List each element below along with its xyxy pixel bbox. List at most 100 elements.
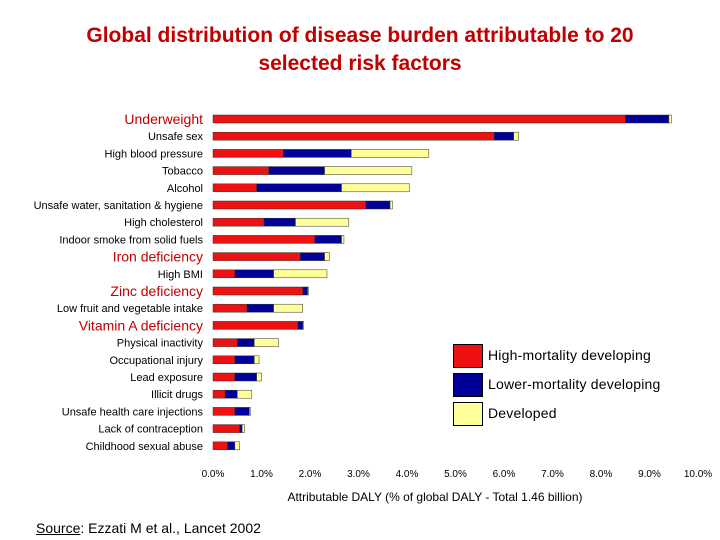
category-label-childhood-sexual-abuse: Childhood sexual abuse (86, 441, 203, 453)
bar-high-blood-pressure-high-mortality-developing (212, 149, 284, 158)
x-tick-label-8: 8.0% (590, 469, 613, 480)
bar-indoor-smoke-from-solid-fuels-developed (341, 235, 345, 244)
category-label-tobacco: Tobacco (162, 166, 203, 178)
bar-unsafe-water-sanitation-hygiene-lower-mortality-developing (365, 200, 391, 210)
bar-unsafe-health-care-injections-high-mortality-developing (212, 407, 236, 416)
x-tick-label-10: 10.0% (684, 469, 712, 480)
bar-tobacco-lower-mortality-developing (268, 166, 325, 175)
bar-lead-exposure-developed (256, 372, 262, 382)
x-tick-label-9: 9.0% (638, 469, 661, 480)
bar-high-blood-pressure-developed (350, 149, 430, 158)
legend-swatch-developed (453, 402, 483, 426)
category-label-unsafe-sex: Unsafe sex (148, 131, 204, 143)
bar-unsafe-sex-high-mortality-developing (212, 131, 495, 141)
bar-unsafe-sex-lower-mortality-developing (494, 131, 514, 141)
bar-illicit-drugs-high-mortality-developing (212, 389, 226, 399)
bar-occupational-injury-high-mortality-developing (212, 355, 236, 365)
bar-iron-deficiency-lower-mortality-developing (300, 252, 325, 261)
chart-title-line-1: Global distribution of disease burden at… (86, 24, 634, 47)
bar-lack-of-contraception-lower-mortality-developing (239, 424, 243, 433)
bar-lack-of-contraception-developed (241, 424, 245, 433)
bar-childhood-sexual-abuse-lower-mortality-developing (227, 441, 236, 451)
bar-vitamin-a-deficiency-developed (302, 321, 304, 330)
category-label-underweight: Underweight (124, 111, 203, 127)
bar-low-fruit-and-vegetable-intake-developed (273, 303, 303, 313)
category-label-unsafe-health-care-injections: Unsafe health care injections (62, 406, 204, 418)
x-axis-label: Attributable DALY (% of global DALY - To… (287, 490, 583, 504)
x-tick-label-5: 5.0% (444, 469, 467, 480)
bar-childhood-sexual-abuse-high-mortality-developing (212, 441, 228, 451)
bar-high-bmi-lower-mortality-developing (234, 269, 274, 279)
bar-vitamin-a-deficiency-high-mortality-developing (212, 321, 299, 330)
category-label-lack-of-contraception: Lack of contraception (98, 424, 203, 436)
bar-tobacco-high-mortality-developing (212, 166, 270, 175)
bar-occupational-injury-developed (253, 355, 260, 365)
bar-alcohol-high-mortality-developing (212, 183, 257, 193)
bar-childhood-sexual-abuse-developed (234, 441, 240, 451)
bar-unsafe-water-sanitation-hygiene-high-mortality-developing (212, 200, 367, 210)
bar-iron-deficiency-high-mortality-developing (212, 252, 301, 261)
x-tick-label-0: 0.0% (202, 469, 225, 480)
bar-illicit-drugs-developed (237, 389, 253, 399)
legend-label-developed: Developed (488, 405, 557, 421)
x-tick-label-4: 4.0% (396, 469, 419, 480)
category-label-lead-exposure: Lead exposure (130, 372, 203, 384)
category-label-vitamin-a-deficiency: Vitamin A deficiency (79, 317, 203, 333)
bar-high-cholesterol-lower-mortality-developing (263, 217, 296, 227)
legend-swatch-high-mortality-developing (453, 344, 483, 368)
category-label-occupational-injury: Occupational injury (109, 355, 203, 367)
bar-iron-deficiency-developed (324, 252, 330, 261)
bar-high-bmi-developed (273, 269, 328, 279)
bar-lead-exposure-high-mortality-developing (212, 372, 236, 382)
bar-underweight-lower-mortality-developing (625, 114, 670, 124)
source-text: : Ezzati M et al., Lancet 2002 (80, 520, 261, 536)
bar-lack-of-contraception-high-mortality-developing (212, 424, 240, 433)
bar-illicit-drugs-lower-mortality-developing (224, 389, 238, 399)
bar-underweight-high-mortality-developing (212, 114, 626, 124)
bar-high-cholesterol-high-mortality-developing (212, 217, 265, 227)
x-tick-label-6: 6.0% (493, 469, 516, 480)
category-label-alcohol: Alcohol (167, 183, 203, 195)
legend-swatch-lower-mortality-developing (453, 373, 483, 397)
category-label-low-fruit-and-vegetable-intake: Low fruit and vegetable intake (57, 303, 203, 315)
bar-physical-inactivity-lower-mortality-developing (237, 338, 255, 347)
x-tick-label-2: 2.0% (299, 469, 322, 480)
chart-title: Global distribution of disease burden at… (0, 22, 720, 78)
x-tick-label-1: 1.0% (250, 469, 273, 480)
bar-high-cholesterol-developed (295, 217, 350, 227)
category-label-high-cholesterol: High cholesterol (124, 217, 203, 229)
bar-zinc-deficiency-high-mortality-developing (212, 286, 303, 296)
bar-vitamin-a-deficiency-lower-mortality-developing (297, 321, 303, 330)
source-label: Source (36, 520, 81, 536)
bar-indoor-smoke-from-solid-fuels-high-mortality-developing (212, 235, 316, 244)
bar-high-blood-pressure-lower-mortality-developing (283, 149, 352, 158)
bar-unsafe-sex-developed (513, 131, 519, 141)
bar-unsafe-health-care-injections-developed (249, 407, 251, 416)
bar-indoor-smoke-from-solid-fuels-lower-mortality-developing (314, 235, 342, 244)
bar-physical-inactivity-developed (253, 338, 279, 347)
category-label-illicit-drugs: Illicit drugs (151, 389, 203, 401)
bar-physical-inactivity-high-mortality-developing (212, 338, 238, 347)
legend-label-lower-mortality-developing: Lower-mortality developing (488, 376, 661, 392)
bar-unsafe-water-sanitation-hygiene-developed (389, 200, 393, 210)
category-label-iron-deficiency: Iron deficiency (113, 249, 203, 265)
bar-lead-exposure-lower-mortality-developing (234, 372, 257, 382)
bar-alcohol-developed (341, 183, 410, 193)
x-tick-label-7: 7.0% (541, 469, 564, 480)
category-label-unsafe-water-sanitation-hygiene: Unsafe water, sanitation & hygiene (34, 200, 203, 212)
bar-low-fruit-and-vegetable-intake-lower-mortality-developing (246, 303, 274, 313)
legend-label-high-mortality-developing: High-mortality developing (488, 347, 651, 363)
bar-unsafe-health-care-injections-lower-mortality-developing (234, 407, 250, 416)
bar-alcohol-lower-mortality-developing (256, 183, 342, 193)
bar-tobacco-developed (324, 166, 413, 175)
bar-high-bmi-high-mortality-developing (212, 269, 236, 279)
category-label-zinc-deficiency: Zinc deficiency (110, 283, 203, 299)
chart-title-line-2: selected risk factors (258, 52, 462, 75)
x-tick-label-3: 3.0% (347, 469, 370, 480)
category-label-indoor-smoke-from-solid-fuels: Indoor smoke from solid fuels (59, 234, 203, 246)
bar-zinc-deficiency-lower-mortality-developing (302, 286, 308, 296)
bar-zinc-deficiency-developed (307, 286, 309, 296)
category-label-high-blood-pressure: High blood pressure (105, 148, 203, 160)
bar-low-fruit-and-vegetable-intake-high-mortality-developing (212, 303, 248, 313)
